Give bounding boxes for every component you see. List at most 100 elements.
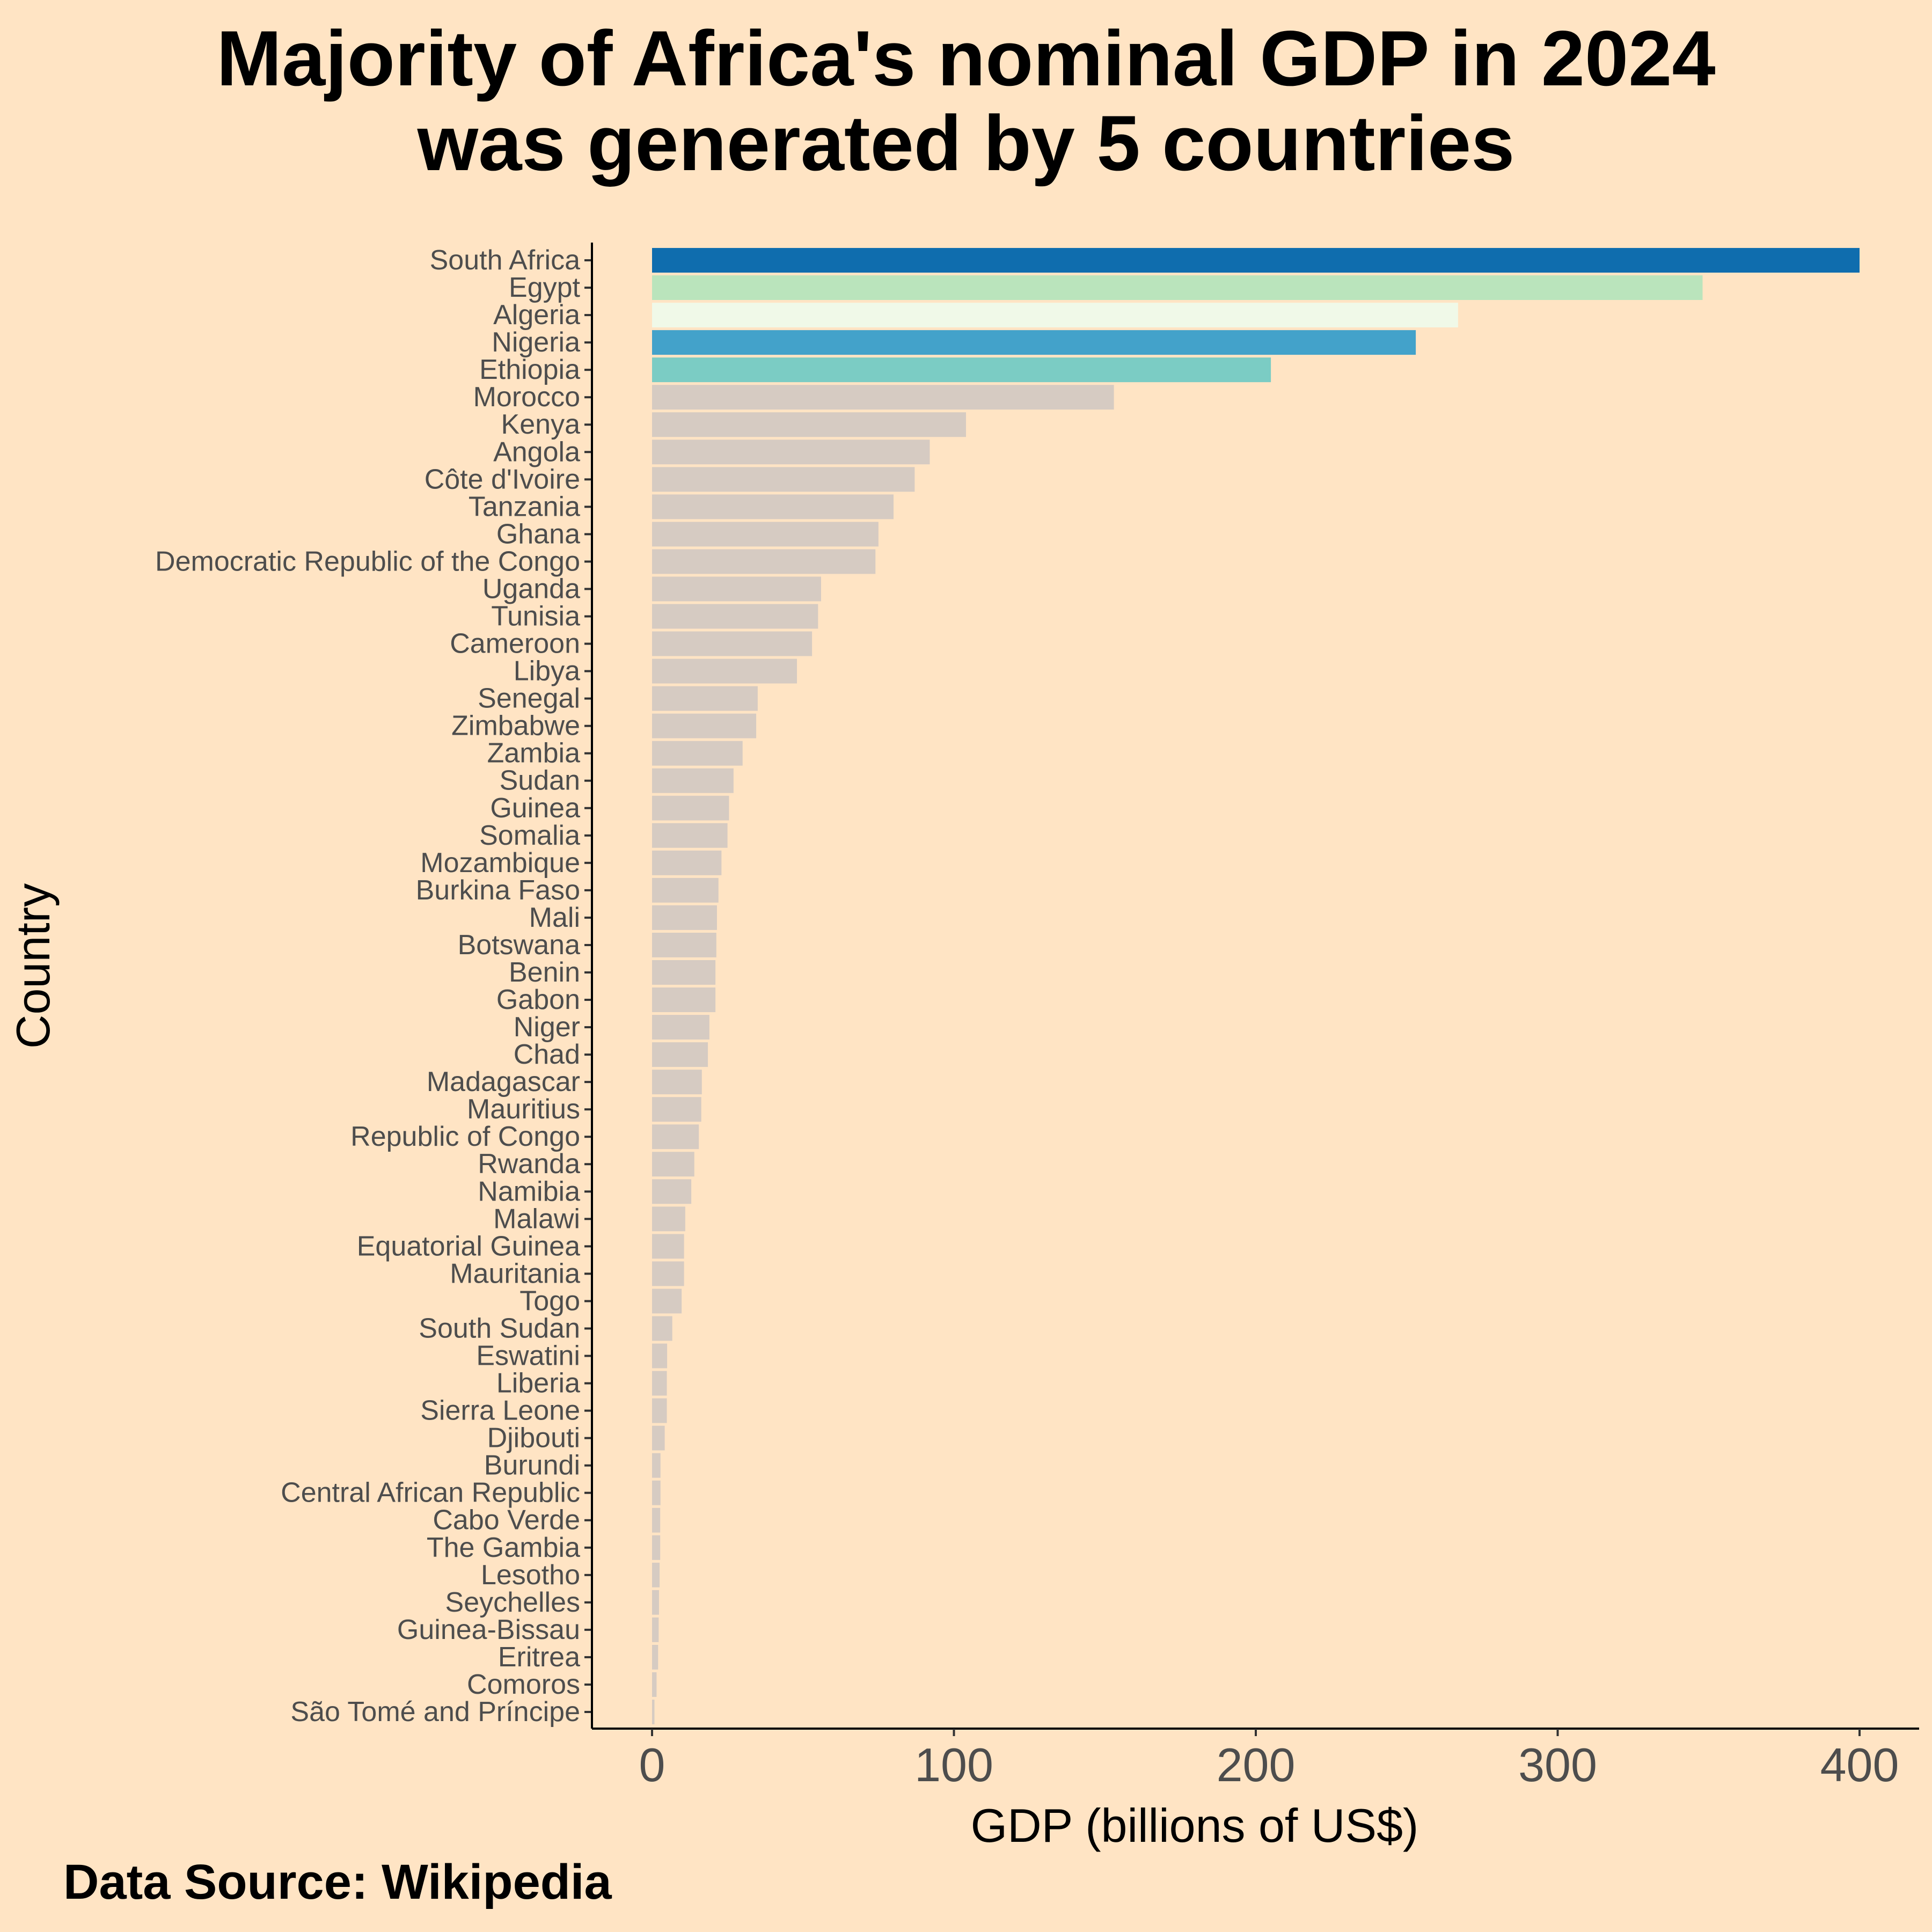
y-tick-label-burkina-faso: Burkina Faso — [416, 875, 580, 906]
bar-comoros — [652, 1672, 657, 1697]
x-axis-title: GDP (billions of US$) — [971, 1799, 1419, 1852]
bar-liberia — [652, 1371, 667, 1396]
y-tick-label-kenya: Kenya — [501, 409, 581, 440]
y-tick-label-somalia: Somalia — [479, 820, 580, 851]
y-tick-label-equatorial-guinea: Equatorial Guinea — [357, 1231, 580, 1262]
bar-algeria — [652, 303, 1458, 328]
x-tick-label-100: 100 — [914, 1738, 993, 1791]
bar-zimbabwe — [652, 713, 757, 738]
x-tick-label-0: 0 — [639, 1738, 665, 1791]
bar-rwanda — [652, 1152, 694, 1177]
bar-togo — [652, 1289, 682, 1314]
bar-mauritania — [652, 1261, 684, 1286]
bar-south-sudan — [652, 1316, 672, 1341]
x-tick-label-200: 200 — [1217, 1738, 1296, 1791]
bar-guinea — [652, 795, 729, 821]
bar-ghana — [652, 522, 879, 547]
y-tick-label-malawi: Malawi — [493, 1203, 580, 1234]
bar-republic-of-congo — [652, 1124, 699, 1150]
data-source-caption: Data Source: Wikipedia — [63, 1855, 612, 1909]
chart-title: Majority of Africa's nominal GDP in 2024… — [0, 16, 1932, 186]
bar-libya — [652, 658, 797, 684]
bar-central-african-republic — [652, 1480, 661, 1505]
bar-mauritius — [652, 1097, 701, 1122]
y-tick-label-togo: Togo — [519, 1285, 580, 1316]
y-tick-label-guinea: Guinea — [490, 793, 580, 824]
bar-tanzania — [652, 494, 894, 519]
bar-madagascar — [652, 1070, 702, 1095]
y-tick-label-democratic-republic-of-the-congo: Democratic Republic of the Congo — [155, 546, 580, 577]
bar-south-africa — [652, 248, 1860, 273]
bar-the-gambia — [652, 1535, 661, 1560]
y-tick-label-central-african-republic: Central African Republic — [281, 1477, 580, 1509]
y-tick-label-ghana: Ghana — [496, 518, 580, 550]
bar-guinea-bissau — [652, 1617, 659, 1642]
y-tick-label-ethiopia: Ethiopia — [479, 354, 580, 385]
y-tick-label-morocco: Morocco — [473, 382, 580, 413]
bar-zambia — [652, 741, 743, 766]
y-tick-label-mauritius: Mauritius — [467, 1094, 580, 1125]
bar-malawi — [652, 1206, 685, 1232]
bar-sierra-leone — [652, 1398, 667, 1423]
bars-layer — [652, 248, 1860, 1724]
y-tick-label-namibia: Namibia — [478, 1176, 580, 1207]
bar-burundi — [652, 1453, 661, 1478]
bar-namibia — [652, 1179, 692, 1204]
bar-eswatini — [652, 1343, 668, 1368]
bar-cote-d-ivoire — [652, 467, 915, 492]
y-tick-label-comoros: Comoros — [467, 1669, 580, 1700]
y-tick-label-mozambique: Mozambique — [420, 847, 580, 879]
bar-gabon — [652, 987, 716, 1012]
y-tick-label-south-sudan: South Sudan — [419, 1313, 580, 1344]
y-tick-label-guinea-bissau: Guinea-Bissau — [397, 1614, 580, 1645]
y-tick-label-liberia: Liberia — [496, 1368, 580, 1399]
y-tick-label-sierra-leone: Sierra Leone — [420, 1395, 580, 1426]
bar-sudan — [652, 768, 734, 793]
bar-djibouti — [652, 1425, 665, 1451]
bar-botswana — [652, 932, 716, 957]
bar-mali — [652, 905, 717, 930]
bar-democratic-republic-of-the-congo — [652, 549, 876, 574]
y-tick-label-niger: Niger — [514, 1012, 580, 1043]
y-tick-label-mauritania: Mauritania — [450, 1258, 580, 1289]
bar-mozambique — [652, 850, 722, 875]
y-tick-label-angola: Angola — [493, 436, 580, 467]
y-tick-label-benin: Benin — [509, 957, 580, 988]
bar-cameroon — [652, 631, 813, 656]
bar-somalia — [652, 823, 728, 848]
y-tick-label-eritrea: Eritrea — [498, 1642, 580, 1673]
y-tick-label-mali: Mali — [529, 902, 580, 933]
bar-lesotho — [652, 1562, 660, 1587]
y-tick-labels: South AfricaEgyptAlgeriaNigeriaEthiopiaM… — [155, 245, 581, 1728]
y-tick-label-botswana: Botswana — [458, 930, 580, 961]
x-tick-label-300: 300 — [1518, 1738, 1597, 1791]
bar-kenya — [652, 412, 966, 437]
y-tick-label-chad: Chad — [514, 1039, 580, 1070]
y-tick-marks — [584, 243, 593, 1729]
y-tick-label-sao-tome-and-principe: São Tomé and Príncipe — [290, 1696, 580, 1728]
y-tick-label-sudan: Sudan — [500, 765, 580, 796]
bar-morocco — [652, 385, 1114, 410]
y-tick-label-the-gambia: The Gambia — [427, 1532, 580, 1563]
y-tick-label-lesotho: Lesotho — [481, 1560, 580, 1591]
bar-nigeria — [652, 330, 1416, 355]
y-tick-label-madagascar: Madagascar — [427, 1066, 580, 1097]
bar-cabo-verde — [652, 1507, 661, 1533]
y-tick-label-cote-d-ivoire: Côte d'Ivoire — [425, 464, 580, 495]
y-tick-label-zimbabwe: Zimbabwe — [451, 711, 580, 742]
y-tick-label-seychelles: Seychelles — [445, 1587, 580, 1618]
bar-tunisia — [652, 604, 818, 629]
bar-burkina-faso — [652, 877, 719, 903]
y-tick-label-cameroon: Cameroon — [450, 628, 580, 660]
bar-ethiopia — [652, 357, 1271, 383]
bar-seychelles — [652, 1590, 659, 1615]
y-tick-label-republic-of-congo: Republic of Congo — [350, 1121, 580, 1152]
y-tick-label-zambia: Zambia — [487, 738, 580, 769]
y-tick-label-senegal: Senegal — [478, 683, 580, 714]
bar-senegal — [652, 686, 758, 711]
bar-egypt — [652, 275, 1703, 301]
bar-angola — [652, 440, 930, 465]
y-tick-label-tanzania: Tanzania — [469, 491, 580, 522]
y-tick-label-rwanda: Rwanda — [478, 1148, 580, 1180]
